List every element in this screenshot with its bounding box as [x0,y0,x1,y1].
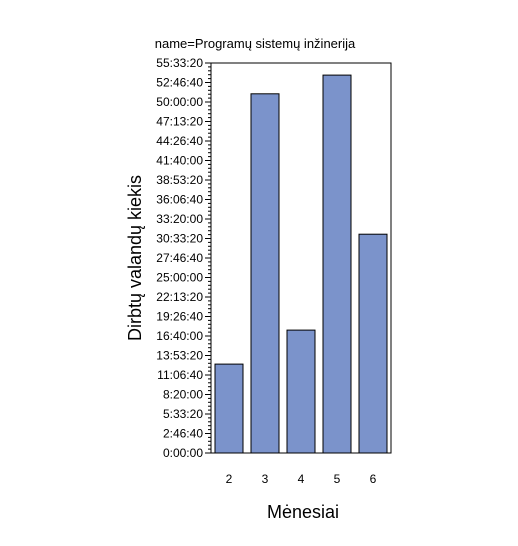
bar-3 [250,93,280,454]
x-tick-label: 6 [370,472,377,486]
bar-5 [322,74,352,454]
y-tick-label: 38:53:20 [156,173,203,187]
y-tick-label: 50:00:00 [156,95,203,109]
y-tick-label: 55:33:20 [156,56,203,70]
x-tick-label: 2 [226,472,233,486]
bar-2 [214,363,244,454]
y-tick-label: 13:53:20 [156,349,203,363]
bar-6 [358,233,388,454]
y-tick-label: 44:26:40 [156,134,203,148]
y-tick-label: 33:20:00 [156,212,203,226]
y-tick-label: 22:13:20 [156,290,203,304]
y-tick-label: 25:00:00 [156,271,203,285]
x-tick-label: 4 [298,472,305,486]
y-tick-label: 11:06:40 [157,368,203,382]
y-tick-label: 27:46:40 [156,251,203,265]
y-tick-label: 19:26:40 [156,310,203,324]
chart-title: name=Programų sistemų inžinerija [155,36,356,51]
y-tick-label: 8:20:00 [163,388,203,402]
y-tick-label: 52:46:40 [156,76,203,90]
x-tick-label: 3 [262,472,269,486]
y-tick-label: 36:06:40 [156,193,203,207]
y-tick-label: 47:13:20 [156,115,203,129]
y-axis-label: Dirbtų valandų kiekis [125,175,145,341]
y-tick-label: 5:33:20 [163,407,203,421]
y-tick-label: 16:40:00 [156,329,203,343]
y-tick-label: 0:00:00 [163,446,203,460]
y-tick-label: 30:33:20 [156,232,203,246]
y-tick-label: 41:40:00 [156,154,203,168]
y-tick-label: 2:46:40 [163,427,203,441]
x-axis-label: Mėnesiai [267,502,339,522]
bar-4 [286,329,316,454]
plot-area: 2 3 4 5 6 0:00:00 2:46:40 5:33:20 8:20:00 11:06:4… [156,56,392,486]
x-tick-label: 5 [334,472,341,486]
